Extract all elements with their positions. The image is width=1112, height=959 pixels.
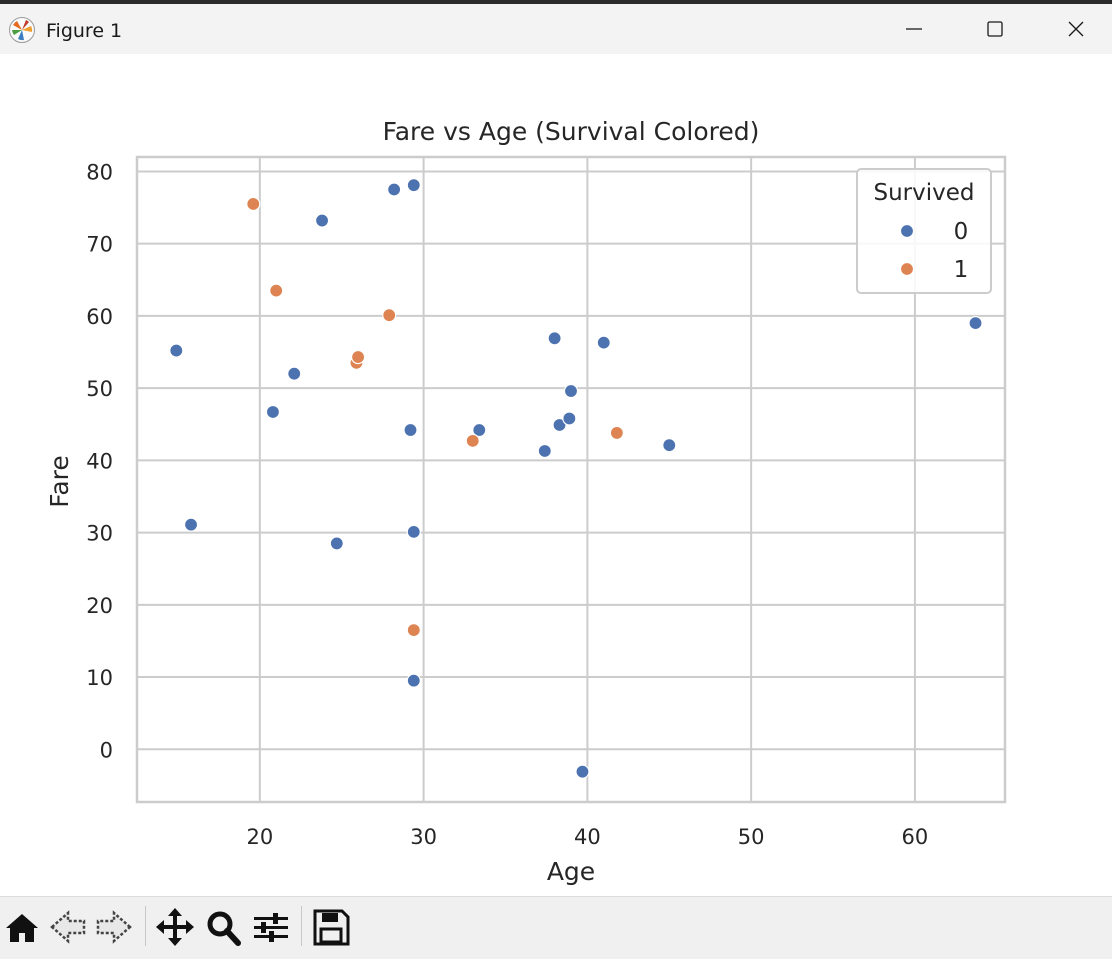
data-point-survived-0 — [472, 422, 487, 438]
pan-button[interactable] — [155, 906, 195, 948]
back-button[interactable] — [48, 906, 88, 948]
legend-title: Survived — [874, 180, 975, 206]
y-tick-label: 40 — [86, 449, 113, 473]
y-tick-label: 10 — [86, 666, 113, 690]
data-point-survived-0 — [552, 417, 567, 433]
data-point-survived-0 — [183, 517, 199, 532]
window-title: Figure 1 — [46, 20, 123, 42]
data-point-survived-0 — [265, 404, 281, 420]
x-tick-label: 50 — [738, 825, 765, 849]
y-tick-label: 50 — [86, 377, 113, 401]
data-point-survived-1 — [406, 622, 421, 638]
x-tick-label: 40 — [574, 825, 601, 849]
maximize-button[interactable] — [955, 4, 1035, 54]
data-point-survived-0 — [596, 335, 611, 350]
data-point-survived-0 — [562, 411, 577, 426]
data-point-survived-0 — [662, 438, 677, 453]
data-point-survived-0 — [406, 178, 421, 193]
data-point-survived-1 — [350, 349, 366, 365]
save-icon — [313, 909, 350, 946]
y-tick-label: 70 — [86, 233, 113, 257]
y-axis-label: Fare — [45, 455, 74, 508]
forward-icon — [96, 910, 132, 944]
data-point-survived-0 — [547, 331, 562, 346]
x-tick-label: 20 — [246, 825, 273, 849]
close-button[interactable] — [1036, 4, 1112, 54]
legend-marker — [899, 223, 915, 239]
forward-button[interactable] — [94, 906, 134, 948]
maximize-icon — [987, 21, 1003, 37]
data-point-survived-0 — [968, 316, 983, 331]
data-point-survived-0 — [314, 213, 330, 228]
zoom-icon — [207, 911, 241, 946]
data-point-survived-0 — [563, 383, 579, 399]
legend-label: 0 — [954, 219, 969, 245]
toolbar-separator — [145, 906, 146, 946]
legend-label: 1 — [954, 257, 969, 283]
data-point-survived-1 — [465, 433, 480, 448]
minimize-button[interactable] — [874, 4, 954, 54]
back-icon — [50, 910, 86, 944]
data-point-survived-0 — [406, 673, 421, 688]
plot-frame — [135, 155, 1007, 804]
configure-subplots-button[interactable] — [251, 906, 291, 948]
data-point-survived-0 — [575, 764, 590, 779]
y-tick-label: 60 — [86, 305, 113, 329]
configure-subplots-icon — [254, 913, 288, 942]
data-point-survived-0 — [329, 536, 344, 551]
data-point-survived-0 — [287, 366, 302, 381]
figure-canvas: 20 30 40 50 60 0 10 20 30 40 50 60 70 80 Fare vs Age (… — [0, 54, 1112, 896]
matplotlib-logo-icon — [9, 17, 35, 43]
zoom-button[interactable] — [203, 906, 243, 948]
data-point-survived-0 — [169, 343, 184, 358]
save-button[interactable] — [311, 906, 351, 948]
data-point-survived-1 — [246, 196, 261, 212]
x-tick-label: 30 — [410, 825, 437, 849]
data-point-survived-1 — [269, 283, 284, 298]
legend-marker — [899, 261, 915, 277]
home-icon — [6, 914, 38, 942]
data-point-survived-0 — [387, 182, 402, 197]
y-tick-label: 0 — [100, 738, 113, 762]
data-point-survived-1 — [609, 425, 624, 441]
window-top-edge — [0, 0, 1112, 4]
minimize-icon — [906, 28, 922, 30]
y-tick-label: 30 — [86, 522, 113, 546]
data-point-survived-0 — [403, 422, 418, 438]
data-point-survived-1 — [382, 308, 397, 323]
legend-box — [856, 168, 992, 294]
pan-icon — [156, 908, 194, 946]
chart-title: Fare vs Age (Survival Colored) — [383, 117, 760, 146]
title-bar: Figure 1 — [0, 4, 1112, 54]
y-tick-label: 80 — [86, 160, 113, 184]
close-icon — [1068, 21, 1084, 37]
y-tick-label: 20 — [86, 594, 113, 618]
data-point-survived-0 — [537, 443, 552, 459]
x-axis-label: Age — [547, 857, 595, 886]
x-tick-label: 60 — [902, 825, 929, 849]
data-point-survived-0 — [406, 524, 421, 539]
toolbar-separator — [301, 906, 302, 946]
home-button[interactable] — [2, 906, 42, 948]
